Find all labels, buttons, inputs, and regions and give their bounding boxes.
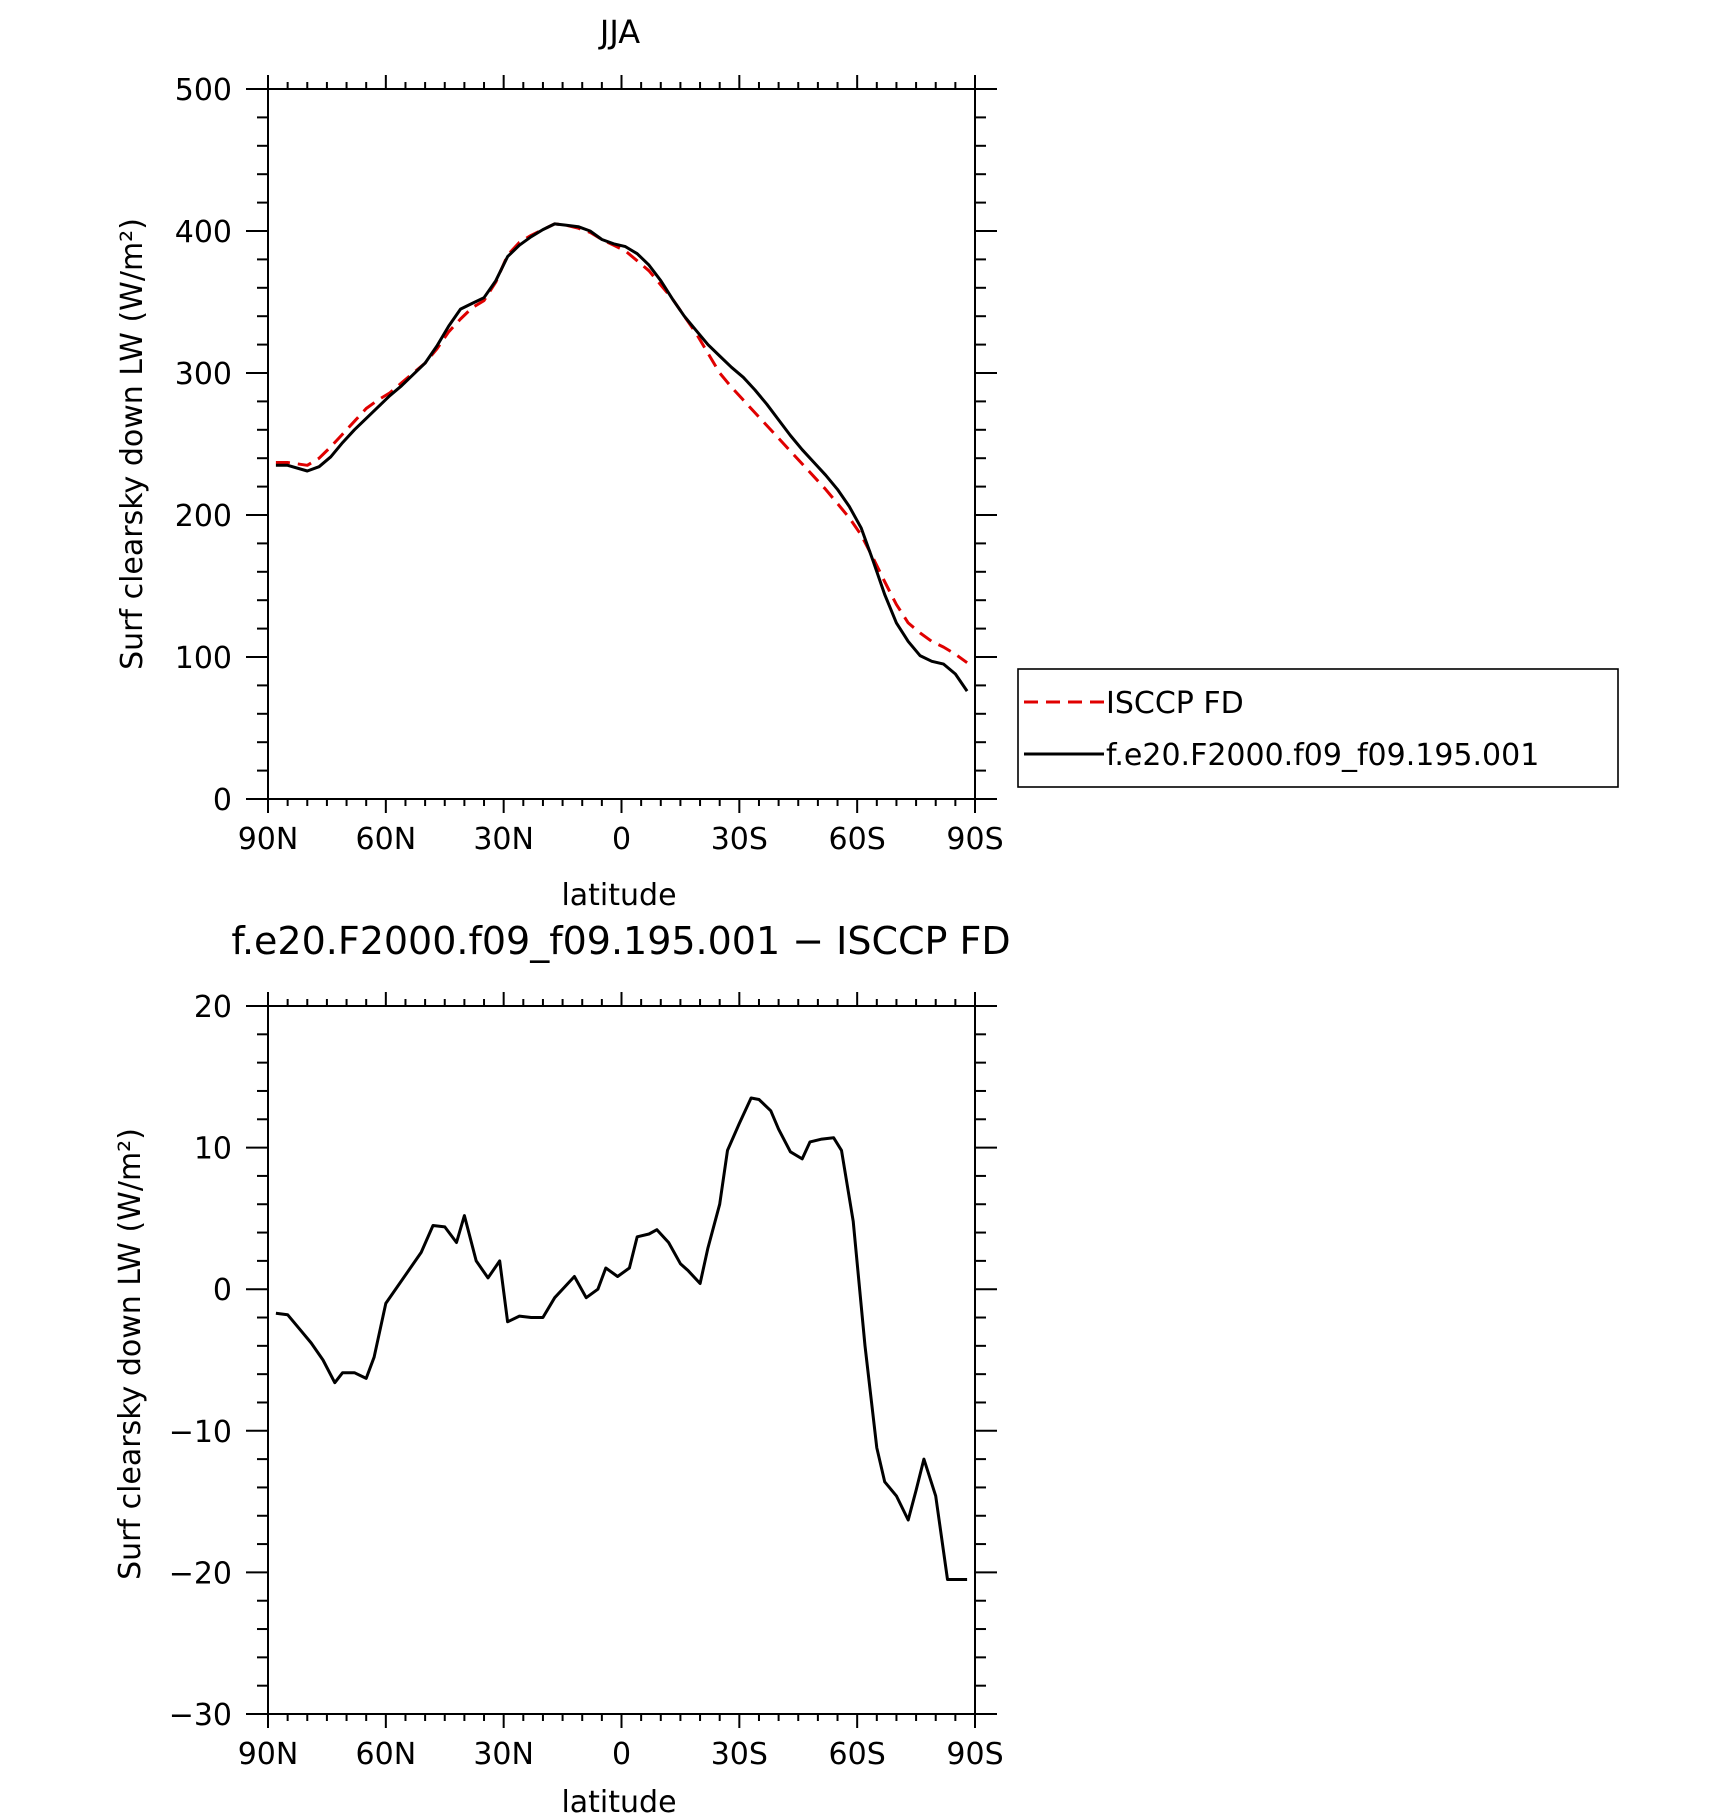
x-tick-label: 30N xyxy=(473,1737,534,1772)
top-panel: JJA 90N 60N 30N 0 30S 60S 90S0100200300400500 … xyxy=(115,13,1004,913)
legend-box xyxy=(1017,668,1619,788)
y-tick-label: 400 xyxy=(175,215,232,250)
series-group xyxy=(275,1096,968,1581)
y-tick-label: −20 xyxy=(169,1556,232,1591)
x-tick-label: 0 xyxy=(612,822,631,857)
x-tick-label: 90N xyxy=(238,1737,299,1772)
x-tick-label: 0 xyxy=(612,1737,631,1772)
x-tick-label: 60S xyxy=(829,822,886,857)
y-tick-label: −10 xyxy=(169,1415,232,1450)
x-tick-label: 30N xyxy=(473,822,534,857)
legend: ISCCP FD f.e20.F2000.f09_f09.195.001 xyxy=(1017,668,1619,788)
series-group xyxy=(275,222,969,692)
y-tick-label: 10 xyxy=(194,1132,232,1167)
x-tick-label: 90N xyxy=(238,822,299,857)
y-tick-label: 20 xyxy=(194,990,232,1025)
x-tick-label: 60S xyxy=(829,1737,886,1772)
x-tick-label: 90S xyxy=(946,1737,1003,1772)
legend-label-isccp: ISCCP FD xyxy=(1106,686,1244,721)
y-axis-label: Surf clearsky down LW (W/m²) xyxy=(113,1128,148,1580)
series-line-0 xyxy=(275,1096,968,1581)
legend-label-model: f.e20.F2000.f09_f09.195.001 xyxy=(1106,738,1539,773)
y-tick-label: 0 xyxy=(213,1273,232,1308)
axes: 90N 60N 30N 0 30S 60S 90S −30 −20 −10 0 10 20 xyxy=(169,990,1004,1772)
x-tick-label: 90S xyxy=(946,822,1003,857)
chart-title: f.e20.F2000.f09_f09.195.001 − ISCCP FD xyxy=(231,919,1010,963)
x-tick-label: 30S xyxy=(711,822,768,857)
y-tick-label: 200 xyxy=(175,499,232,534)
y-tick-label: 500 xyxy=(175,73,232,108)
x-tick-label: 30S xyxy=(711,1737,768,1772)
x-axis-label: latitude xyxy=(561,1785,676,1816)
series-line-1 xyxy=(275,222,969,692)
y-tick-label: 300 xyxy=(175,357,232,392)
y-tick-label: −30 xyxy=(169,1698,232,1733)
y-tick-label: 0 xyxy=(213,783,232,818)
y-tick-label: 100 xyxy=(175,641,232,676)
bottom-panel: f.e20.F2000.f09_f09.195.001 − ISCCP FD 9… xyxy=(113,919,1011,1816)
x-tick-label: 60N xyxy=(356,1737,417,1772)
y-axis-label: Surf clearsky down LW (W/m²) xyxy=(115,218,150,670)
chart-title: JJA xyxy=(598,13,640,51)
x-axis-label: latitude xyxy=(561,878,676,913)
x-tick-label: 60N xyxy=(356,822,417,857)
series-line-0 xyxy=(275,222,968,664)
axes: 90N 60N 30N 0 30S 60S 90S 0 100 200 300 400 500 xyxy=(175,73,1004,857)
